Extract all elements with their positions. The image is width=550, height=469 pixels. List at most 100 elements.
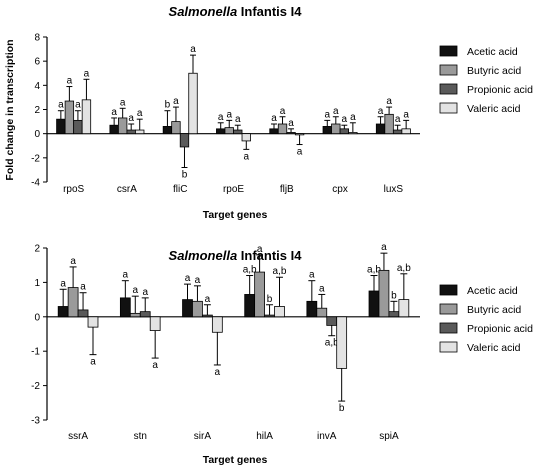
chart-1-legend-swatch — [439, 64, 458, 76]
chart-1-bar — [224, 127, 234, 135]
chart-2-category-label: sirA — [194, 431, 212, 442]
chart-1-bar — [135, 129, 145, 135]
chart-1-y-axis-label: Fold change in transcription — [4, 39, 16, 180]
chart-2-significance-letter: b — [391, 290, 397, 301]
chart-1-bar — [348, 132, 358, 135]
chart-1-y-tick-label: -2 — [31, 153, 40, 164]
chart-1-significance-letter: a — [403, 109, 409, 120]
chart-1-significance-letter: a — [226, 109, 232, 120]
chart-1-bar — [339, 128, 349, 135]
chart-2-bar — [57, 306, 69, 318]
chart-2-significance-letter: a — [152, 360, 158, 371]
chart-2-significance-letter: a — [381, 242, 387, 253]
chart-2-significance-letter: a — [257, 244, 263, 255]
chart-2-significance-letter: a — [142, 287, 148, 298]
chart-2-x-axis-label: Target genes — [203, 454, 268, 466]
chart-1-significance-letter: a — [128, 113, 134, 124]
chart-2-bar — [398, 299, 410, 318]
chart-1-significance-letter: b — [165, 100, 171, 111]
chart-2-significance-letter: a — [319, 283, 325, 294]
chart-2-bar — [316, 307, 328, 318]
chart-1-bar — [384, 113, 394, 135]
chart-1-bar — [241, 133, 251, 142]
chart-1-y-tick-label: -4 — [31, 178, 40, 189]
chart-1-significance-letter: a — [378, 106, 384, 117]
chart-2-category-label: spiA — [379, 431, 399, 442]
chart-1-bar — [294, 133, 305, 136]
chart-2-legend-label: Valeric acid — [467, 342, 521, 354]
chart-2-legend-swatch — [439, 284, 458, 296]
chart-1-significance-letter: a — [120, 97, 126, 108]
chart-2-category-label: stn — [134, 431, 147, 442]
chart-1-bar — [216, 128, 226, 135]
chart-1-legend-label: Acetic acid — [467, 46, 518, 58]
chart-2-bar — [182, 299, 193, 318]
chart-1-bar — [277, 123, 288, 135]
chart-2-bar — [87, 316, 99, 328]
chart-2-title-rest: Infantis I4 — [237, 248, 302, 263]
chart-1: Salmonella Infantis I4 Fold change in tr… — [4, 4, 533, 221]
chart-2-bar — [139, 311, 151, 318]
chart-1-category-label: rpoE — [223, 184, 244, 195]
chart-1-significance-letter: a — [386, 96, 392, 107]
chart-2-bar — [244, 294, 256, 318]
chart-2-significance-letter: a,b — [367, 265, 381, 276]
chart-2-legend-label: Butyric acid — [467, 304, 521, 316]
chart-2-legend-swatch — [439, 303, 458, 315]
chart-2-bar — [119, 297, 131, 318]
chart-1-significance-letter: a — [137, 108, 143, 119]
chart-1-category-label: rpoS — [63, 184, 84, 195]
chart-2-significance-letter: a,b — [243, 265, 257, 276]
chart-2-y-tick-label: 1 — [34, 278, 40, 289]
chart-1-legend-swatch — [439, 83, 458, 95]
chart-1-bar — [73, 119, 83, 135]
chart-1-category-label: csrA — [117, 184, 137, 195]
chart-1-significance-letter: a — [271, 113, 277, 124]
chart-1-significance-letter: a — [280, 106, 286, 117]
chart-1-significance-letter: a — [244, 151, 250, 162]
chart-2-bar — [129, 312, 141, 318]
chart-1-y-tick-label: 4 — [34, 81, 40, 92]
chart-2-bar — [326, 316, 338, 326]
chart-1-bar — [118, 117, 128, 135]
chart-1-bar — [401, 128, 411, 135]
chart-1-significance-letter: a — [342, 114, 348, 125]
chart-1-bar — [64, 100, 75, 135]
chart-2: Salmonella Infantis I4 Target genes -3 -2… — [31, 242, 533, 466]
chart-2-legend: Acetic acid Butyric acid Propionic acid Val… — [439, 284, 533, 354]
chart-2-significance-letter: a — [309, 270, 315, 281]
chart-1-title-rest: Infantis I4 — [237, 4, 302, 19]
chart-1-significance-letter: a — [111, 107, 117, 118]
chart-1-bar — [269, 128, 279, 135]
chart-2-significance-letter: a,b — [325, 338, 339, 349]
chart-2-bar — [254, 271, 265, 318]
chart-2-category-label: ssrA — [68, 431, 88, 442]
chart-1-y-tick-label: 6 — [34, 57, 40, 68]
chart-2-bar — [202, 314, 213, 318]
chart-1-bar — [233, 129, 243, 135]
chart-1-significance-letter: a — [75, 100, 81, 111]
chart-1-y-tick-label: 2 — [34, 105, 40, 116]
chart-2-category-label: invA — [317, 431, 337, 442]
chart-1-significance-letter: a — [325, 109, 331, 120]
chart-1-category-label: fljB — [280, 184, 294, 195]
chart-1-bar — [331, 123, 341, 135]
chart-1-legend-swatch — [439, 45, 458, 57]
chart-1-bar — [179, 133, 190, 148]
chart-1-legend-label: Propionic acid — [467, 84, 533, 96]
chart-1-legend-label: Valeric acid — [467, 103, 521, 115]
chart-1-significance-letter: b — [182, 170, 188, 181]
chart-2-bar — [306, 300, 318, 318]
chart-2-y-tick-label: -1 — [31, 347, 40, 358]
chart-2-y-tick-label: -2 — [31, 381, 40, 392]
chart-1-bar — [392, 129, 403, 135]
chart-2-significance-letter: a — [60, 278, 66, 289]
chart-2-bar — [192, 300, 203, 318]
chart-1-title: Salmonella Infantis I4 — [169, 4, 303, 19]
chart-1-bar — [171, 121, 181, 135]
chart-2-bar — [388, 311, 400, 318]
chart-2-y-tick-label: -3 — [31, 416, 40, 427]
chart-2-significance-letter: a — [70, 256, 76, 267]
